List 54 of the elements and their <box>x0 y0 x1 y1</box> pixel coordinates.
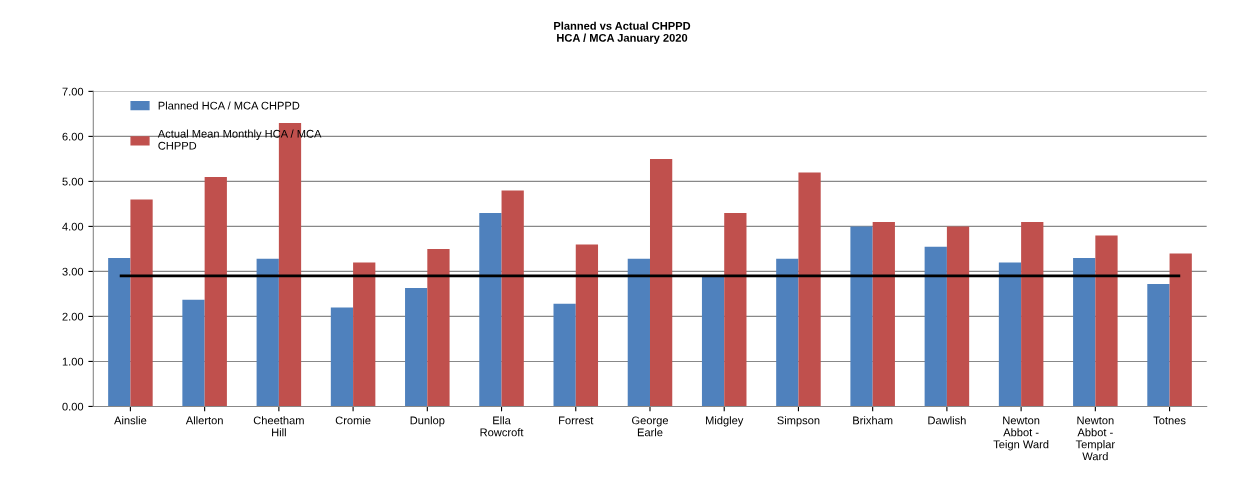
bar <box>405 288 428 407</box>
bar <box>724 212 747 407</box>
bar <box>479 212 502 407</box>
bar <box>553 303 576 407</box>
bar <box>1073 257 1096 407</box>
y-tick-label: 5.00 <box>62 177 84 186</box>
chart-title: Planned vs Actual CHPPD HCA / MCA January 2020 <box>554 21 691 44</box>
bar <box>182 299 205 407</box>
x-tick-label: Totnes <box>1153 416 1186 425</box>
bar <box>924 246 947 407</box>
bar <box>256 258 279 407</box>
bar <box>798 172 821 407</box>
bar <box>130 199 153 407</box>
bar <box>108 257 131 407</box>
y-tick-label: 1.00 <box>62 357 84 366</box>
x-tick-label: Brixham <box>853 416 893 425</box>
bar <box>204 176 227 407</box>
x-tick-label: Ainslie <box>114 416 147 425</box>
x-tick-label: Ella Rowcroft <box>480 416 524 437</box>
bar <box>776 258 799 407</box>
bar <box>649 158 673 407</box>
y-tick-label: 2.00 <box>62 312 84 321</box>
bar <box>627 258 650 407</box>
bar <box>998 262 1022 407</box>
x-tick-label: Newton Abbot - Templar Ward <box>1075 416 1115 461</box>
bar <box>850 226 873 407</box>
bar <box>1021 221 1044 407</box>
bar <box>427 248 450 407</box>
y-tick-label: 7.00 <box>62 87 84 96</box>
bar <box>1169 253 1192 407</box>
y-tick-label: 3.00 <box>62 267 84 276</box>
bar <box>701 275 725 407</box>
x-tick-label: Forrest <box>559 416 594 425</box>
x-tick-label: Newton Abbot - Teign Ward <box>993 416 1049 451</box>
bar <box>501 190 524 407</box>
y-tick-label: 4.00 <box>62 222 84 231</box>
bar <box>946 226 970 407</box>
bar <box>330 307 354 407</box>
x-tick-label: Cheetham Hill <box>253 416 304 437</box>
bar <box>1095 235 1118 407</box>
bar <box>353 262 376 407</box>
x-tick-label: Simpson <box>777 416 820 427</box>
y-tick-label: 0.00 <box>62 402 84 411</box>
legend-label: Planned HCA / MCA CHPPD <box>158 101 300 110</box>
x-tick-label: Dunlop <box>410 416 445 427</box>
x-tick-label: Allerton <box>185 416 223 425</box>
bar <box>575 244 599 407</box>
bar <box>1147 284 1170 407</box>
x-tick-label: Midgley <box>705 416 744 427</box>
y-tick-label: 6.00 <box>62 132 84 141</box>
x-tick-label: Cromie <box>335 416 371 425</box>
x-tick-label: Dawlish <box>928 416 966 425</box>
x-tick-label: George Earle <box>632 416 669 437</box>
bar <box>872 221 895 407</box>
